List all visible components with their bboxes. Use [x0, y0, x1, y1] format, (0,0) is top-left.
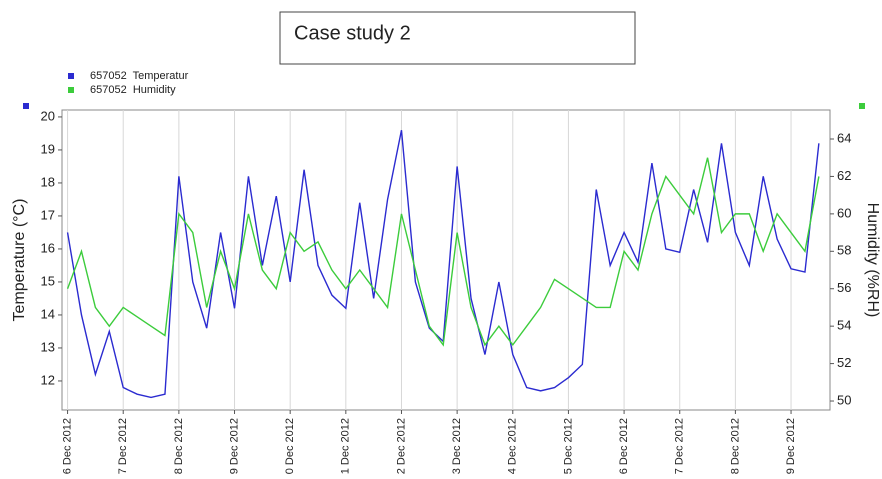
- x-tick-label: 0 Dec 2012: [284, 418, 296, 474]
- y-tick-label: 14: [41, 306, 55, 321]
- axis-color-marker: [859, 103, 865, 109]
- y2-tick-label: 56: [837, 280, 851, 295]
- x-tick-label: 9 Dec 2012: [785, 418, 797, 474]
- axis-color-marker: [23, 103, 29, 109]
- y2-tick-label: 54: [837, 318, 851, 333]
- legend-marker: [68, 87, 74, 93]
- x-tick-label: 6 Dec 2012: [618, 418, 630, 474]
- x-tick-label: 8 Dec 2012: [173, 418, 185, 474]
- x-tick-label: 6 Dec 2012: [61, 418, 73, 474]
- series-line: [66, 157, 820, 347]
- x-tick-label: 5 Dec 2012: [562, 418, 574, 474]
- y-tick-label: 12: [41, 372, 55, 387]
- y-tick-label: 13: [41, 339, 55, 354]
- y2-tick-label: 64: [837, 130, 851, 145]
- y-tick-label: 16: [41, 240, 55, 255]
- x-tick-label: 2 Dec 2012: [395, 418, 407, 474]
- x-tick-label: 7 Dec 2012: [117, 418, 129, 474]
- plot-frame: [61, 109, 831, 411]
- x-tick-label: 8 Dec 2012: [729, 418, 741, 474]
- y2-tick-label: 58: [837, 243, 851, 258]
- y2-axis-label: Humidity (%RH): [864, 203, 881, 318]
- y-tick-label: 19: [41, 141, 55, 156]
- y2-tick-label: 52: [837, 355, 851, 370]
- legend-label: 657052 Humidity: [90, 84, 176, 96]
- y-tick-label: 18: [41, 174, 55, 189]
- x-tick-label: 9 Dec 2012: [228, 418, 240, 474]
- y2-tick-label: 60: [837, 205, 851, 220]
- x-tick-label: 4 Dec 2012: [507, 418, 519, 474]
- x-tick-label: 7 Dec 2012: [674, 418, 686, 474]
- x-tick-label: 3 Dec 2012: [451, 418, 463, 474]
- y-axis-label: Temperature (°C): [11, 199, 28, 322]
- y2-tick-label: 50: [837, 392, 851, 407]
- title-box: [279, 11, 636, 65]
- series-line: [66, 129, 820, 399]
- x-tick-label: 1 Dec 2012: [340, 418, 352, 474]
- chart-title: Case study 2: [294, 22, 411, 44]
- y-tick-label: 17: [41, 207, 55, 222]
- legend-label: 657052 Temperatur: [90, 70, 189, 82]
- legend-marker: [68, 73, 74, 79]
- y2-tick-label: 62: [837, 168, 851, 183]
- y-tick-label: 20: [41, 108, 55, 123]
- y-tick-label: 15: [41, 273, 55, 288]
